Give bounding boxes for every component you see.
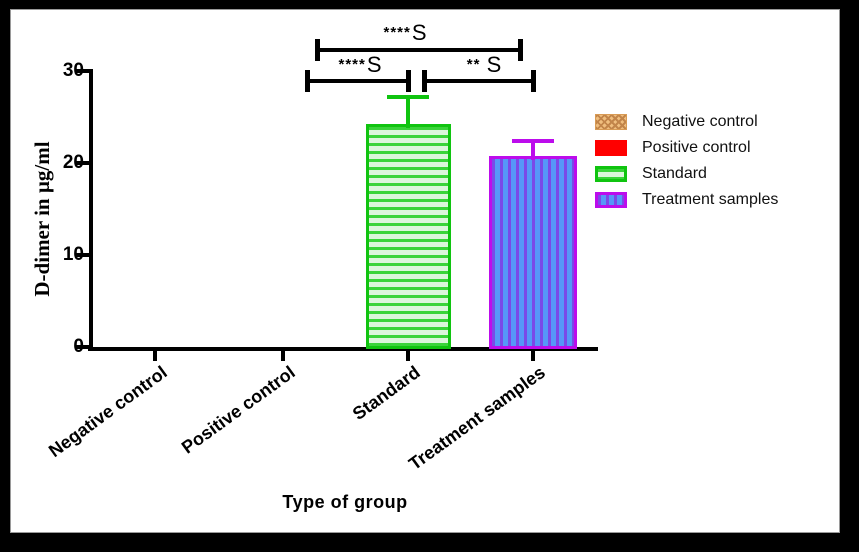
bracket-cap bbox=[315, 39, 320, 61]
y-tick-label: 10 bbox=[62, 244, 84, 265]
error-bar-cap-standard bbox=[387, 94, 429, 99]
legend-item-standard: Standard bbox=[595, 161, 778, 187]
y-tick-label: 20 bbox=[62, 152, 84, 173]
bracket-cap bbox=[305, 70, 310, 92]
error-bar-treatment-samples bbox=[531, 140, 535, 160]
bar-treatment-samples bbox=[489, 155, 577, 349]
legend-item-negative-control: Negative control bbox=[595, 109, 778, 135]
x-tick bbox=[281, 351, 285, 361]
x-tick bbox=[406, 351, 410, 361]
y-tick-label: 30 bbox=[62, 60, 84, 81]
legend-swatch-positive-control bbox=[595, 140, 627, 156]
x-axis-line bbox=[88, 347, 598, 351]
bar-standard bbox=[365, 124, 451, 349]
significance-bracket-pos-vs-standard bbox=[305, 70, 411, 92]
error-bar-cap-treatment-samples bbox=[512, 138, 554, 143]
bracket-cap bbox=[406, 70, 411, 92]
significance-bracket-standard-vs-treatment bbox=[422, 70, 536, 92]
legend-label: Negative control bbox=[642, 113, 758, 130]
legend-label: Treatment samples bbox=[642, 191, 779, 208]
significance-label-1: **** S bbox=[383, 20, 427, 45]
legend-swatch-treatment-samples bbox=[595, 192, 627, 208]
legend-swatch-standard bbox=[595, 166, 627, 182]
bracket-cap bbox=[518, 39, 523, 61]
y-tick-label: 0 bbox=[73, 336, 84, 357]
error-bar-standard bbox=[406, 96, 410, 129]
x-axis-title: Type of group bbox=[282, 492, 408, 512]
x-tick bbox=[531, 351, 535, 361]
y-tick-10 bbox=[75, 253, 89, 257]
legend-label: Positive control bbox=[642, 139, 751, 156]
y-tick-30 bbox=[75, 69, 89, 73]
y-tick-20 bbox=[75, 161, 89, 165]
legend-swatch-negative-control bbox=[595, 114, 627, 130]
legend-item-positive-control: Positive control bbox=[595, 135, 778, 161]
legend-label: Standard bbox=[642, 165, 707, 182]
x-tick bbox=[153, 351, 157, 361]
legend-item-treatment-samples: Treatment samples bbox=[595, 187, 778, 213]
y-tick-0 bbox=[75, 345, 89, 349]
significance-label-2: **** S bbox=[338, 52, 382, 77]
significance-bracket-pos-vs-treatment bbox=[315, 39, 523, 61]
significance-label-3: ** S bbox=[466, 52, 502, 77]
y-axis-title: D-dimer in µg/ml bbox=[30, 141, 54, 297]
bracket-cap bbox=[422, 70, 427, 92]
legend: Negative control Positive control Standa… bbox=[595, 109, 778, 213]
y-axis-line bbox=[89, 69, 93, 351]
bracket-cap bbox=[531, 70, 536, 92]
